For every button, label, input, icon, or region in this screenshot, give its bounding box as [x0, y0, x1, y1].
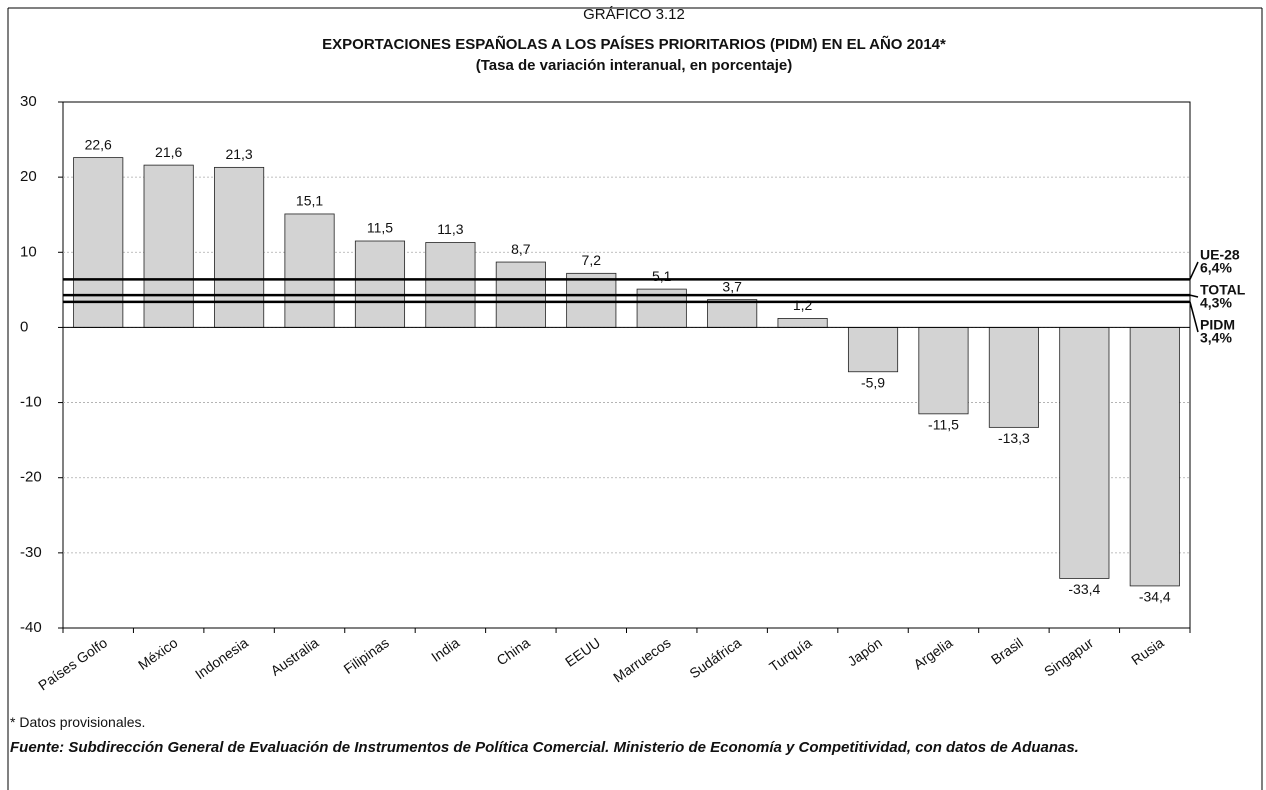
- reference-label: 3,4%: [1200, 330, 1232, 346]
- x-tick-label: EEUU: [562, 634, 603, 669]
- bar: [918, 327, 969, 415]
- bar: [1129, 327, 1180, 587]
- x-tick-label: Japón: [844, 634, 884, 669]
- bar: [354, 240, 406, 328]
- reference-name: PIDM: [1200, 317, 1235, 333]
- y-tick-label: 10: [20, 243, 37, 260]
- reference-label: 6,4%: [1200, 260, 1232, 276]
- x-tick-label: Filipinas: [341, 634, 392, 677]
- source: Fuente: Subdirección General de Evaluaci…: [10, 739, 1079, 756]
- value-label: 7,2: [582, 252, 602, 268]
- value-label: 11,3: [437, 221, 463, 237]
- x-tick-label: México: [135, 634, 181, 673]
- y-tick-label: -10: [20, 394, 42, 411]
- x-tick-label: Argelia: [910, 634, 955, 672]
- x-tick-label: Indonesia: [192, 634, 251, 682]
- value-label: 22,6: [85, 136, 112, 152]
- x-tick-label: Brasil: [988, 634, 1026, 667]
- reference-leader: [1189, 301, 1199, 333]
- bar: [425, 242, 476, 328]
- x-tick-label: Turquía: [766, 634, 814, 675]
- x-tick-label: Singapur: [1041, 634, 1096, 679]
- bar: [707, 299, 758, 328]
- value-label: -33,4: [1068, 581, 1100, 597]
- reference-name: TOTAL: [1200, 282, 1246, 298]
- x-tick-label: Rusia: [1128, 634, 1167, 668]
- y-tick-label: -30: [20, 544, 42, 561]
- y-tick-label: 30: [20, 93, 37, 110]
- bar: [847, 327, 899, 373]
- bar: [284, 213, 335, 328]
- footnote: * Datos provisionales.: [10, 714, 146, 730]
- reference-label: 4,3%: [1200, 295, 1232, 311]
- value-label: 21,6: [155, 144, 182, 160]
- x-tick-label: India: [428, 634, 462, 665]
- reference-name: UE-28: [1200, 247, 1240, 263]
- x-tick-label: Marruecos: [610, 634, 673, 685]
- x-tick-label: Australia: [268, 634, 322, 678]
- bar: [777, 318, 828, 328]
- value-label: -11,5: [928, 417, 959, 433]
- value-label: 11,5: [367, 220, 393, 236]
- bar: [1059, 327, 1110, 579]
- value-label: 21,3: [225, 146, 252, 162]
- reference-leader: [1189, 294, 1199, 298]
- value-label: 1,2: [793, 297, 813, 313]
- x-tick-label: China: [494, 634, 533, 668]
- value-label: -13,3: [998, 430, 1030, 446]
- bar: [566, 272, 617, 328]
- chart-subtitle: (Tasa de variación interanual, en porcen…: [476, 57, 793, 74]
- reference-leader: [1189, 261, 1199, 280]
- chart-title: EXPORTACIONES ESPAÑOLAS A LOS PAÍSES PRI…: [322, 35, 946, 53]
- x-tick-label: Sudáfrica: [686, 634, 744, 681]
- value-label: 3,7: [722, 278, 742, 294]
- value-label: 15,1: [296, 193, 323, 209]
- y-tick-label: -40: [20, 619, 42, 636]
- value-label: -5,9: [861, 374, 885, 390]
- y-tick-label: 20: [20, 168, 37, 185]
- y-tick-label: 0: [20, 318, 28, 335]
- x-tick-label: Países Golfo: [35, 634, 110, 693]
- value-label: 8,7: [511, 241, 531, 257]
- value-label: 5,1: [652, 268, 672, 284]
- y-tick-label: -20: [20, 469, 42, 486]
- supertitle: GRÁFICO 3.12: [583, 6, 685, 23]
- bar: [214, 166, 265, 328]
- value-label: -34,4: [1139, 589, 1171, 605]
- bar: [988, 327, 1039, 428]
